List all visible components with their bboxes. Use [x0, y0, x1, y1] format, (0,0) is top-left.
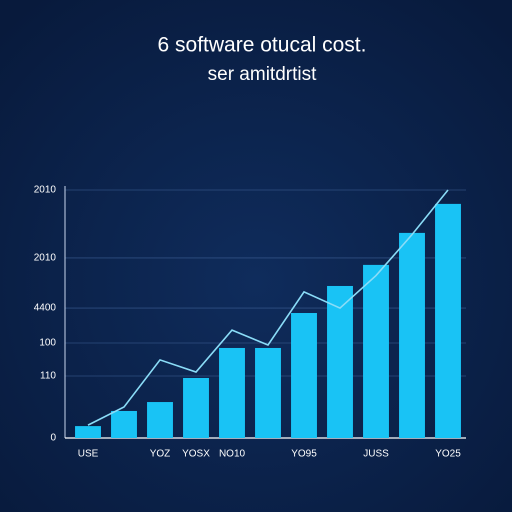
bar: [327, 285, 353, 438]
line: [87, 189, 449, 426]
bar: [399, 232, 425, 438]
chart-subtitle: ser amitdrtist: [208, 64, 317, 85]
x-tick-label: YOZ: [150, 449, 171, 460]
y-tick-label: 110: [40, 371, 56, 382]
bar: [111, 410, 137, 438]
bar: [183, 377, 209, 438]
y-tick-label: 2010: [34, 185, 57, 196]
x-tick-label: JUSS: [363, 449, 389, 460]
bar: [147, 402, 173, 438]
bar: [435, 203, 461, 438]
chart-title: 6 software otucal cost.: [158, 34, 367, 57]
y-tick-label: 0: [50, 433, 56, 444]
x-tick-label: USE: [78, 449, 99, 460]
bar: [255, 347, 281, 438]
x-tick-label: YO95: [291, 449, 317, 460]
bar: [219, 347, 245, 438]
bar: [75, 426, 101, 438]
bar: [363, 264, 389, 438]
x-tick-label: YO25: [435, 449, 461, 460]
bar: [291, 313, 317, 438]
y-tick-label: 2010: [34, 253, 57, 264]
y-tick-label: 4400: [34, 303, 57, 314]
y-tick-label: 100: [39, 338, 56, 349]
x-tick-label: NO10: [219, 449, 246, 460]
x-tick-label: YOSX: [182, 449, 210, 460]
